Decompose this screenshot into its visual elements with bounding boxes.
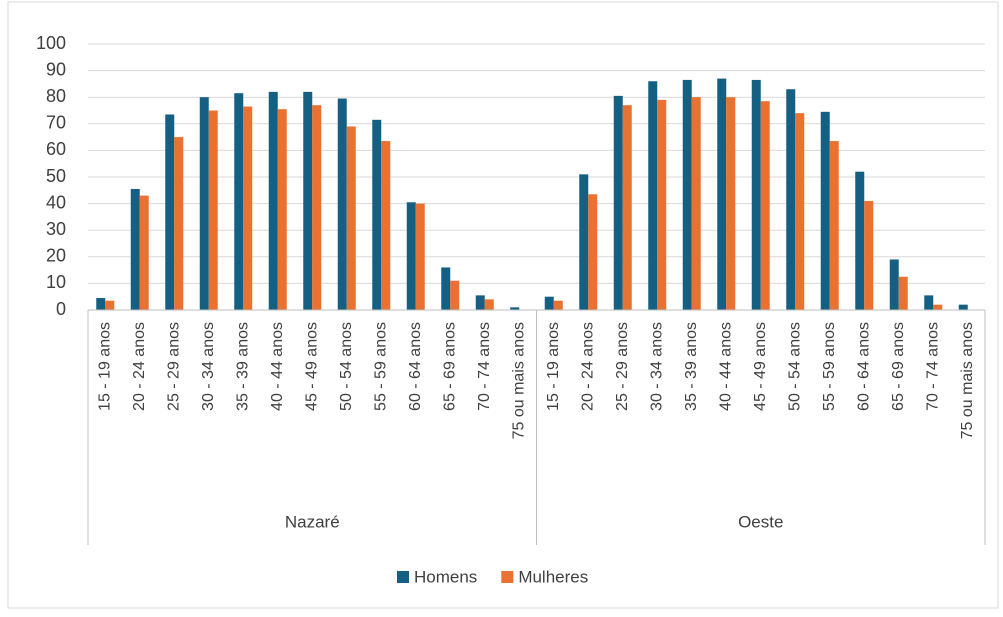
- x-tick-label: 20 - 24 anos: [131, 322, 148, 411]
- x-tick-label: 60 - 64 anos: [407, 322, 424, 411]
- bar: [648, 81, 658, 311]
- x-tick-label: 75 ou mais anos: [510, 322, 527, 439]
- x-tick-label: 35 - 39 anos: [234, 322, 251, 411]
- legend-label: Homens: [414, 567, 477, 586]
- bar: [889, 259, 899, 310]
- y-tick-label: 10: [46, 272, 66, 292]
- x-tick-label: 55 - 59 anos: [821, 322, 838, 411]
- bar: [484, 299, 494, 310]
- bar: [450, 280, 460, 310]
- legend-label: Mulheres: [518, 567, 588, 586]
- bar: [208, 110, 218, 310]
- bar: [268, 91, 278, 310]
- bar: [165, 114, 175, 311]
- x-tick-label: 25 - 29 anos: [614, 322, 631, 411]
- x-tick-label: 65 - 69 anos: [890, 322, 907, 411]
- x-tick-label: 45 - 49 anos: [752, 322, 769, 411]
- bar: [622, 105, 632, 311]
- bar: [346, 126, 356, 311]
- bar: [475, 295, 485, 310]
- bar: [234, 93, 244, 311]
- y-tick-label: 100: [36, 33, 66, 53]
- bar: [243, 106, 253, 310]
- x-tick-label: 50 - 54 anos: [338, 322, 355, 411]
- x-tick-label: 45 - 49 anos: [303, 322, 320, 411]
- bar: [312, 105, 322, 311]
- bar: [105, 300, 115, 310]
- y-tick-label: 80: [46, 86, 66, 106]
- bar: [381, 141, 391, 310]
- bar: [277, 109, 287, 310]
- y-tick-label: 40: [46, 192, 66, 212]
- bar: [139, 195, 149, 310]
- x-tick-label: 35 - 39 anos: [683, 322, 700, 411]
- bar: [682, 79, 692, 310]
- bar: [820, 111, 830, 310]
- bar: [415, 203, 425, 310]
- bar: [199, 97, 209, 310]
- y-tick-label: 70: [46, 113, 66, 133]
- x-tick-label: 15 - 19 anos: [96, 322, 113, 411]
- bar: [829, 141, 839, 310]
- x-tick-label: 60 - 64 anos: [855, 322, 872, 411]
- bar: [613, 95, 623, 311]
- x-tick-label: 75 ou mais anos: [959, 322, 976, 439]
- bar: [726, 97, 736, 310]
- x-tick-label: 55 - 59 anos: [372, 322, 389, 411]
- bar: [855, 171, 865, 310]
- bar: [303, 91, 313, 310]
- legend-swatch: [501, 571, 514, 583]
- bar: [406, 202, 416, 310]
- x-tick-label: 70 - 74 anos: [476, 322, 493, 411]
- x-tick-label: 70 - 74 anos: [924, 322, 941, 411]
- bar: [751, 79, 761, 310]
- bar: [760, 101, 770, 310]
- bar: [588, 194, 598, 310]
- y-tick-label: 90: [46, 59, 66, 79]
- x-tick-label: 20 - 24 anos: [579, 322, 596, 411]
- bar: [579, 174, 589, 310]
- bar: [510, 307, 520, 310]
- x-tick-label: 15 - 19 anos: [545, 322, 562, 411]
- bar: [717, 78, 727, 310]
- bar: [691, 97, 701, 310]
- bar: [544, 296, 554, 310]
- group-label: Nazaré: [285, 512, 340, 531]
- bar: [130, 188, 140, 310]
- bar: [657, 99, 667, 310]
- bar: [441, 267, 451, 310]
- bar: [933, 304, 943, 310]
- bar: [96, 298, 106, 310]
- legend-swatch: [397, 571, 409, 583]
- bar: [924, 295, 934, 310]
- x-tick-label: 40 - 44 anos: [269, 322, 286, 411]
- group-label: Oeste: [738, 512, 783, 531]
- x-tick-label: 25 - 29 anos: [165, 322, 182, 411]
- x-tick-label: 30 - 34 anos: [200, 322, 217, 411]
- chart-border: [7, 1, 999, 609]
- x-tick-label: 50 - 54 anos: [786, 322, 803, 411]
- bar: [174, 137, 184, 310]
- y-tick-label: 0: [56, 299, 66, 319]
- bar: [795, 113, 805, 310]
- bar: [553, 300, 563, 310]
- y-tick-label: 20: [46, 246, 66, 266]
- y-tick-label: 30: [46, 219, 66, 239]
- bar: [786, 89, 796, 310]
- y-tick-label: 50: [46, 166, 66, 186]
- bar: [898, 276, 908, 310]
- y-tick-label: 60: [46, 139, 66, 159]
- bar: [864, 200, 874, 310]
- x-tick-label: 40 - 44 anos: [717, 322, 734, 411]
- bar: [372, 119, 382, 310]
- x-tick-label: 65 - 69 anos: [441, 322, 458, 411]
- x-tick-label: 30 - 34 anos: [648, 322, 665, 411]
- bar: [958, 304, 968, 310]
- bar: [337, 98, 347, 310]
